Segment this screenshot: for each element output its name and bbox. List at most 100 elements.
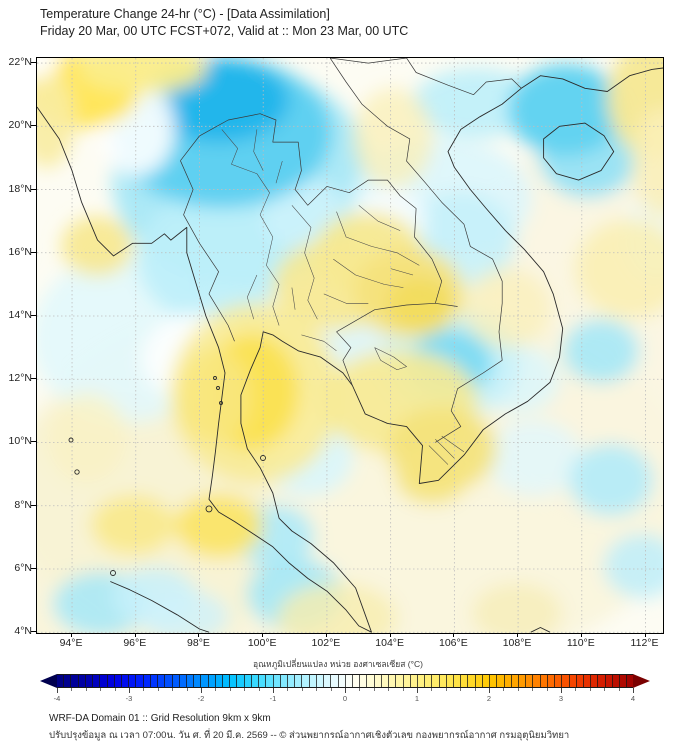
colorbar-segment bbox=[381, 675, 390, 687]
colorbar-tickmark bbox=[258, 688, 260, 691]
colorbar bbox=[40, 674, 650, 688]
lon-tick-label: 106°E bbox=[438, 637, 468, 649]
colorbar-segment bbox=[360, 675, 368, 687]
colorbar-tickmark bbox=[244, 688, 246, 691]
colorbar-segment bbox=[316, 675, 325, 687]
coastline-paths bbox=[37, 67, 663, 633]
lat-tick-label: 8°N bbox=[14, 498, 32, 511]
colorbar-segment bbox=[172, 675, 180, 687]
map-canvas bbox=[37, 58, 663, 633]
lat-tickmark bbox=[31, 62, 36, 64]
colorbar-tickmark bbox=[143, 688, 145, 691]
colorbar-segment bbox=[158, 675, 166, 687]
lon-tickmark bbox=[644, 633, 646, 637]
colorbar-segment bbox=[179, 675, 187, 687]
lon-tickmark bbox=[325, 633, 327, 637]
colorbar-segment bbox=[309, 675, 317, 687]
colorbar-segment bbox=[569, 675, 577, 687]
colorbar-segment bbox=[620, 675, 628, 687]
field-blob bbox=[604, 534, 663, 598]
temperature-field-layer bbox=[37, 58, 663, 633]
colorbar-segment bbox=[482, 675, 491, 687]
colorbar-tickmark bbox=[186, 688, 188, 691]
colorbar-tick-label: -2 bbox=[197, 694, 205, 703]
colorbar-segment bbox=[461, 675, 469, 687]
colorbar-tickmark bbox=[316, 688, 318, 691]
lat-tickmark bbox=[31, 504, 36, 506]
lat-tick-label: 16°N bbox=[8, 245, 32, 258]
lat-tickmark bbox=[31, 125, 36, 127]
colorbar-segment bbox=[540, 675, 548, 687]
island-dot bbox=[74, 469, 80, 475]
colorbar-segment bbox=[215, 675, 224, 687]
colorbar-segment bbox=[504, 675, 512, 687]
colorbar-tickmark bbox=[273, 688, 274, 693]
colorbar-segment bbox=[555, 675, 563, 687]
colorbar-segment bbox=[237, 675, 245, 687]
colorbar-segment bbox=[78, 675, 86, 687]
colorbar-segment bbox=[352, 675, 361, 687]
field-blob bbox=[575, 219, 663, 319]
colorbar-tickmark bbox=[460, 688, 462, 691]
page-subtitle: Friday 20 Mar, 00 UTC FCST+072, Valid at… bbox=[40, 24, 409, 38]
colorbar-tick-label: -4 bbox=[53, 694, 61, 703]
colorbar-segment bbox=[150, 675, 159, 687]
lon-tickmark bbox=[198, 633, 200, 637]
lon-tickmark bbox=[262, 633, 264, 637]
colorbar-segment bbox=[627, 675, 634, 687]
island-dot bbox=[68, 437, 74, 443]
field-blob bbox=[137, 193, 287, 323]
colorbar-tickmark bbox=[345, 688, 346, 693]
colorbar-segment bbox=[194, 675, 202, 687]
colorbar-segment bbox=[598, 675, 606, 687]
colorbar-tickmark bbox=[474, 688, 476, 691]
colorbar-segment bbox=[114, 675, 122, 687]
colorbar-segment bbox=[576, 675, 584, 687]
colorbar-segment bbox=[497, 675, 505, 687]
colorbar-segment bbox=[454, 675, 462, 687]
colorbar-tickmark bbox=[431, 688, 433, 691]
colorbar-segment bbox=[468, 675, 476, 687]
colorbar-tick-label: 1 bbox=[414, 694, 420, 703]
field-blob bbox=[91, 495, 175, 555]
lat-tick-label: 14°N bbox=[8, 309, 32, 322]
colorbar-segment bbox=[475, 675, 483, 687]
colorbar-segment bbox=[57, 675, 65, 687]
island-dot bbox=[216, 386, 220, 390]
colorbar-segment bbox=[223, 675, 231, 687]
colorbar-tickmark bbox=[71, 688, 73, 691]
colorbar-segment bbox=[107, 675, 115, 687]
colorbar-tickmark bbox=[215, 688, 217, 691]
colorbar-right-arrow bbox=[633, 674, 650, 688]
colorbar-tickmark bbox=[575, 688, 577, 691]
colorbar-segment bbox=[547, 675, 556, 687]
lat-tick-label: 12°N bbox=[8, 372, 32, 385]
colorbar-tickmark bbox=[172, 688, 174, 691]
colorbar-tickmark bbox=[417, 688, 418, 693]
colorbar-segment bbox=[331, 675, 339, 687]
colorbar-segment bbox=[417, 675, 426, 687]
island-dot bbox=[213, 376, 217, 380]
colorbar-segment bbox=[208, 675, 216, 687]
colorbar-segment bbox=[446, 675, 455, 687]
colorbar-segment bbox=[244, 675, 252, 687]
island-dot bbox=[205, 505, 213, 513]
page-title: Temperature Change 24-hr (°C) - [Data As… bbox=[40, 7, 330, 21]
lat-tick-label: 10°N bbox=[8, 435, 32, 448]
colorbar-segment bbox=[273, 675, 281, 687]
colorbar-segment bbox=[526, 675, 534, 687]
lon-tick-label: 112°E bbox=[630, 637, 659, 649]
colorbar-segment bbox=[165, 675, 173, 687]
colorbar-segment bbox=[425, 675, 433, 687]
colorbar-segment bbox=[612, 675, 621, 687]
lat-tick-label: 20°N bbox=[8, 119, 32, 132]
colorbar-segment bbox=[100, 675, 108, 687]
colorbar-tickmark bbox=[618, 688, 620, 691]
colorbar-segment bbox=[533, 675, 541, 687]
colorbar-tickmark bbox=[402, 688, 404, 691]
colorbar-segment bbox=[143, 675, 151, 687]
colorbar-segment bbox=[345, 675, 353, 687]
lat-tickmark bbox=[31, 567, 36, 569]
colorbar-tickmark bbox=[330, 688, 332, 691]
field-blob bbox=[47, 393, 127, 483]
